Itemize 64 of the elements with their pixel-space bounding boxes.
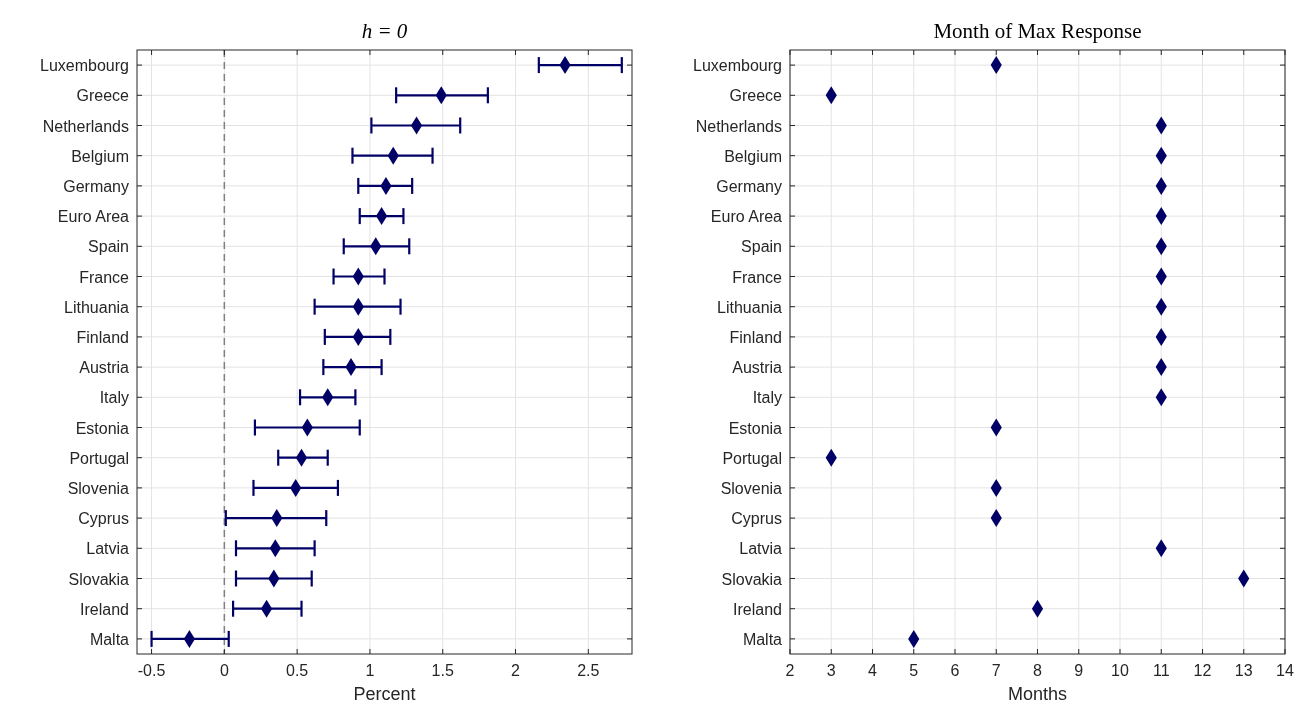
x-tick-label: 1.5 <box>431 662 454 679</box>
y-tick-label: Belgium <box>71 147 129 165</box>
x-tick-label: 5 <box>909 662 919 679</box>
y-tick-label: Austria <box>732 359 783 377</box>
y-tick-label: Latvia <box>739 540 783 558</box>
x-tick-label: 0.5 <box>286 662 309 679</box>
y-tick-label: Slovakia <box>721 570 783 588</box>
y-tick-label: Finland <box>76 328 129 346</box>
y-tick-label: Spain <box>741 238 782 256</box>
y-tick-label: Cyprus <box>78 510 129 528</box>
y-tick-label: Germany <box>63 177 129 195</box>
x-axis-title: Months <box>1007 684 1068 704</box>
x-tick-label: 6 <box>950 662 960 679</box>
x-tick-label: 2 <box>785 662 795 679</box>
x-tick-label: 1 <box>365 662 375 679</box>
y-tick-label: Austria <box>79 359 130 377</box>
x-tick-label: -0.5 <box>137 662 166 679</box>
y-tick-label: Portugal <box>722 449 782 467</box>
y-tick-label: Finland <box>729 328 782 346</box>
y-tick-label: Ireland <box>80 600 129 618</box>
y-tick-label: Italy <box>99 389 129 407</box>
chart-title: Month of Max Response <box>933 19 1142 43</box>
x-tick-label: 12 <box>1193 662 1212 679</box>
y-tick-label: Portugal <box>69 449 129 467</box>
y-tick-label: Netherlands <box>42 117 129 135</box>
y-tick-label: Estonia <box>75 419 130 437</box>
y-tick-label: Ireland <box>733 600 782 618</box>
x-tick-label: 9 <box>1074 662 1084 679</box>
x-tick-label: 2.5 <box>577 662 600 679</box>
y-tick-label: Latvia <box>86 540 130 558</box>
x-tick-label: 13 <box>1234 662 1253 679</box>
y-tick-label: Malta <box>742 630 783 648</box>
y-tick-label: Cyprus <box>731 510 782 528</box>
y-tick-label: Belgium <box>724 147 782 165</box>
y-tick-label: Malta <box>89 630 130 648</box>
x-tick-label: 11 <box>1152 662 1170 679</box>
x-tick-label: 10 <box>1111 662 1129 679</box>
y-tick-label: Slovakia <box>68 570 130 588</box>
y-tick-label: Greece <box>76 87 130 105</box>
y-tick-label: Italy <box>752 389 782 407</box>
y-tick-label: Slovenia <box>720 479 783 497</box>
y-tick-label: Lithuania <box>64 298 130 316</box>
y-tick-label: Euro Area <box>710 208 783 226</box>
y-tick-label: Euro Area <box>57 208 130 226</box>
y-tick-label: Luxembourg <box>693 57 782 75</box>
y-tick-label: Germany <box>716 177 782 195</box>
y-tick-label: Luxembourg <box>40 57 129 75</box>
y-tick-label: Netherlands <box>695 117 782 135</box>
y-tick-label: Greece <box>729 87 783 105</box>
x-tick-label: 3 <box>826 662 836 679</box>
x-tick-label: 0 <box>219 662 229 679</box>
y-tick-label: France <box>79 268 130 286</box>
x-axis-title: Percent <box>353 684 416 704</box>
x-tick-label: 8 <box>1033 662 1043 679</box>
y-tick-label: Estonia <box>728 419 783 437</box>
chart-title: h = 0 <box>361 19 408 43</box>
x-tick-label: 14 <box>1276 662 1294 679</box>
y-tick-label: Slovenia <box>67 479 130 497</box>
x-tick-label: 7 <box>991 662 1001 679</box>
x-tick-label: 4 <box>868 662 878 679</box>
x-tick-label: 2 <box>511 662 521 679</box>
y-tick-label: Spain <box>88 238 129 256</box>
y-tick-label: France <box>732 268 783 286</box>
y-tick-label: Lithuania <box>717 298 783 316</box>
